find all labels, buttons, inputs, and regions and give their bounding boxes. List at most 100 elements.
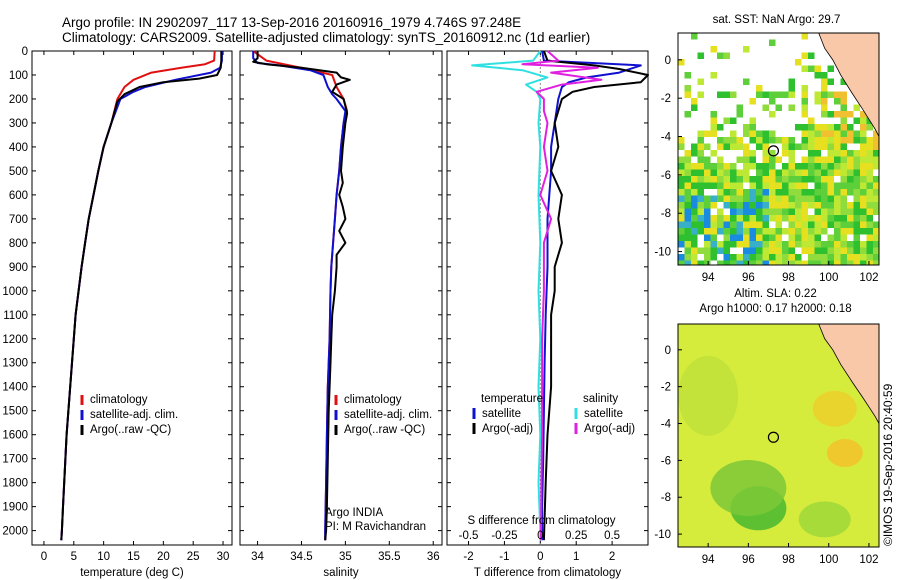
sst-pixel	[710, 163, 717, 170]
sst-pixel	[749, 189, 756, 196]
sst-pixel	[691, 215, 698, 222]
sst-pixel	[840, 247, 847, 254]
sst-pixel	[840, 215, 847, 222]
legend-entry: Argo(-adj)	[482, 423, 533, 435]
sst-pixel	[827, 156, 834, 163]
sst-pixel	[684, 156, 691, 163]
map-y-tick-label: -8	[661, 208, 671, 220]
sst-pixel	[795, 169, 802, 176]
sst-pixel	[730, 189, 737, 196]
x-tick-label: 34	[251, 551, 264, 563]
sst-pixel	[769, 215, 776, 222]
sst-pixel	[853, 208, 860, 215]
sst-pixel	[788, 195, 795, 202]
sst-pixel	[821, 247, 828, 254]
sst-pixel	[860, 221, 867, 228]
sst-pixel	[736, 260, 743, 265]
sst-pixel	[743, 163, 750, 170]
depth-tick-label: 800	[9, 238, 28, 250]
sst-pixel	[717, 156, 724, 163]
sst-pixel	[834, 221, 841, 228]
sst-pixel	[775, 228, 782, 235]
sst-pixel	[704, 260, 711, 265]
sst-pixel	[827, 137, 834, 144]
sst-pixel	[821, 169, 828, 176]
sst-pixel	[697, 182, 704, 189]
sst-pixel	[866, 169, 873, 176]
sst-pixel	[801, 234, 808, 241]
sst-pixel	[821, 260, 828, 265]
float-position-marker	[767, 431, 780, 443]
pi-label: PI: M Ravichandran	[325, 521, 426, 533]
sst-pixel	[853, 202, 860, 209]
sst-pixel	[860, 215, 867, 222]
sst-pixel	[808, 247, 815, 254]
x-tick-label: 30	[217, 551, 230, 563]
sst-pixel	[827, 91, 834, 98]
x-tick-label: 10	[97, 551, 110, 563]
sst-pixel	[756, 202, 763, 209]
sst-pixel	[853, 234, 860, 241]
sst-pixel	[801, 241, 808, 248]
sst-pixel	[704, 247, 711, 254]
header-line-1: Argo profile: IN 2902097_117 13-Sep-2016…	[62, 15, 521, 30]
sst-pixel	[704, 254, 711, 261]
sst-pixel	[723, 202, 730, 209]
sst-pixel	[749, 124, 756, 131]
sst-pixel	[834, 182, 841, 189]
sst-pixel	[834, 143, 841, 150]
sst-pixel	[814, 163, 821, 170]
sst-pixel	[684, 189, 691, 196]
sla-map-panel: 94 96 98 100 102 0 -2 -4 -6 -8 -10 Altim. SLA: 0.22…	[654, 288, 880, 566]
sst-pixel	[840, 202, 847, 209]
sst-pixel	[873, 208, 879, 215]
sst-pixel	[827, 208, 834, 215]
x-tick-label: 25	[187, 551, 200, 563]
sst-pixel	[795, 234, 802, 241]
sst-pixel	[691, 143, 698, 150]
sst-pixel	[684, 111, 691, 118]
sst-pixel	[710, 111, 717, 118]
depth-tick-label: 1500	[2, 406, 28, 418]
sst-pixel	[801, 189, 808, 196]
sst-pixel	[775, 215, 782, 222]
map-title: sat. SST: NaN Argo: 29.7	[713, 14, 841, 26]
sst-pixel	[775, 234, 782, 241]
sst-pixel	[782, 137, 789, 144]
sst-pixel	[808, 215, 815, 222]
sst-pixel	[710, 72, 717, 79]
sst-pixel	[814, 65, 821, 72]
sst-pixel	[873, 221, 879, 228]
sst-pixel	[762, 104, 769, 111]
sst-pixel	[847, 163, 854, 170]
sst-pixel	[704, 143, 711, 150]
sst-pixel	[801, 260, 808, 265]
plot-frame	[31, 50, 233, 546]
sst-pixel	[749, 260, 756, 265]
sst-pixel	[717, 241, 724, 248]
sst-pixel	[756, 208, 763, 215]
sst-pixel	[873, 234, 879, 241]
sst-pixel	[814, 195, 821, 202]
sst-pixel	[821, 98, 828, 105]
sst-pixel	[801, 221, 808, 228]
sst-pixel	[782, 202, 789, 209]
sst-pixel	[697, 91, 704, 98]
sst-pixel	[704, 156, 711, 163]
sst-pixel	[717, 182, 724, 189]
sst-pixel	[801, 215, 808, 222]
sst-pixel	[704, 215, 711, 222]
sst-pixel	[821, 91, 828, 98]
legend-header-temperature: temperature	[481, 393, 543, 405]
sst-pixel	[808, 189, 815, 196]
sst-pixel	[814, 215, 821, 222]
map-x-tick-label: 94	[702, 272, 715, 284]
sst-pixel	[756, 169, 763, 176]
sst-pixel	[853, 241, 860, 248]
sst-pixel	[795, 202, 802, 209]
sst-pixel	[853, 247, 860, 254]
sst-pixel	[691, 176, 698, 183]
sst-pixel	[691, 254, 698, 261]
sst-pixel	[808, 117, 815, 124]
sst-pixel	[769, 260, 776, 265]
